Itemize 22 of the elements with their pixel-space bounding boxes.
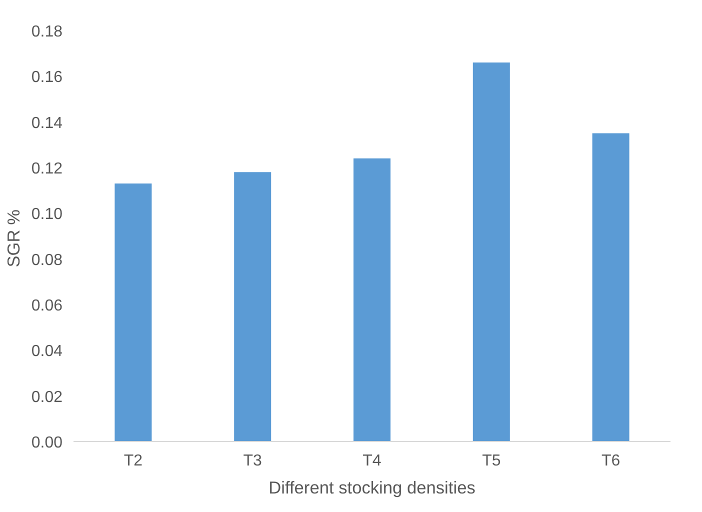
y-tick-label: 0.14 xyxy=(31,114,63,132)
x-tick-label: T5 xyxy=(482,452,501,470)
bar xyxy=(353,158,391,442)
x-axis-title: Different stocking densities xyxy=(268,478,476,498)
x-tick-label: T2 xyxy=(124,452,143,470)
bar xyxy=(114,183,152,442)
bar xyxy=(592,133,630,442)
y-tick-label: 0.00 xyxy=(31,434,63,452)
x-tick-label: T6 xyxy=(601,452,620,470)
y-tick-label: 0.06 xyxy=(31,298,63,314)
y-tick-label: 0.16 xyxy=(31,69,63,86)
y-axis-title: SGR % xyxy=(3,210,24,268)
x-tick-label: T3 xyxy=(243,452,262,470)
y-tick-label: 0.18 xyxy=(31,24,63,40)
bar xyxy=(472,62,510,442)
bar xyxy=(234,172,272,442)
y-tick-label: 0.02 xyxy=(31,388,63,406)
y-tick-label: 0.12 xyxy=(31,160,63,178)
y-tick-label: 0.04 xyxy=(31,343,63,360)
x-tick-label: T4 xyxy=(362,452,382,470)
y-tick-label: 0.08 xyxy=(31,252,63,269)
y-tick-label: 0.10 xyxy=(31,206,63,224)
